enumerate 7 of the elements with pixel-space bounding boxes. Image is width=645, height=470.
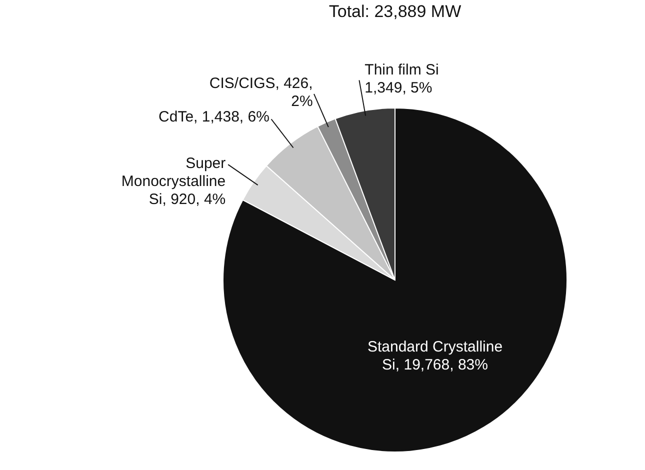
slice-label: CIS/CIGS, 426, 2% [209,75,313,110]
slice-label: Thin film Si [364,61,439,78]
slice-label: Super Monocrystalline Si, 920, 4% [121,154,226,208]
chart-title: Total: 23,889 MW [328,2,462,21]
slice-label: CdTe, 1,438, 6% [158,108,270,126]
data-label: 1,349, 5% [364,79,432,96]
slice-label: Standard Crystalline Si, 19,768, 83% [367,338,503,374]
